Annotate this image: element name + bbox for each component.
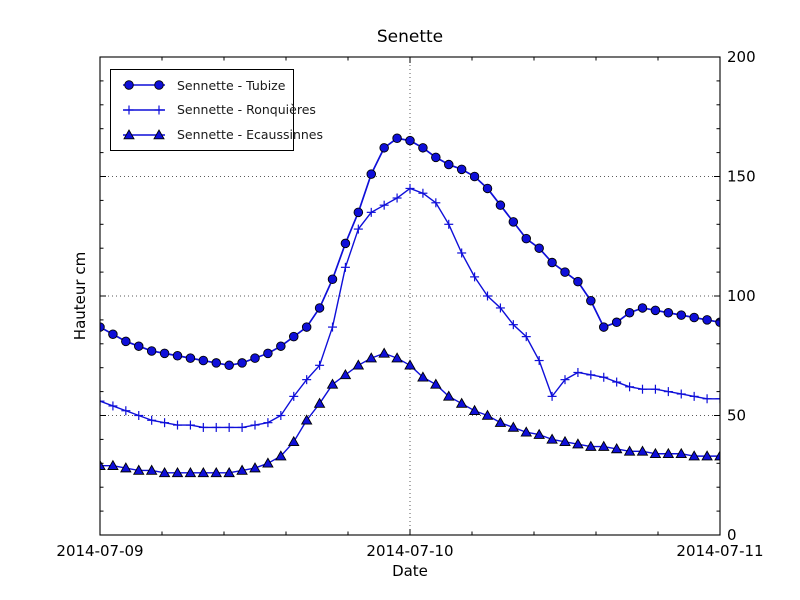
legend: Sennette - Tubize Sennette - Ronquières … — [110, 69, 323, 151]
legend-label-tubize: Sennette - Tubize — [177, 77, 286, 93]
y-tick-label: 200 — [727, 48, 756, 66]
legend-label-ronquieres: Sennette - Ronquières — [177, 102, 316, 118]
plus-marker-icon — [123, 105, 165, 115]
circle-marker-icon — [123, 80, 165, 91]
y-tick-label: 50 — [727, 407, 746, 425]
series-2 — [100, 347, 720, 478]
y-axis-label: Hauteur cm — [71, 251, 89, 341]
chart-title: Senette — [376, 27, 444, 47]
y-tick-label: 0 — [727, 526, 737, 544]
legend-item-ronquieres: Sennette - Ronquières — [120, 98, 316, 122]
y-tick-label: 100 — [727, 287, 756, 305]
tick-labels: 2014-07-09 2014-07-10 2014-07-110 50 100 150 2… — [56, 48, 763, 560]
y-tick-label: 150 — [727, 168, 756, 186]
x-tick-label: 2014-07-11 — [676, 542, 763, 560]
legend-item-ecaussinnes: Sennette - Ecaussinnes — [120, 123, 323, 147]
series-1 — [100, 183, 720, 432]
x-axis-label: Date — [392, 562, 428, 580]
axis-ticks — [99, 56, 721, 536]
grid-lines — [100, 57, 720, 535]
legend-label-ecaussinnes: Sennette - Ecaussinnes — [177, 127, 324, 143]
legend-item-tubize: Sennette - Tubize — [120, 73, 293, 97]
triangle-marker-icon — [123, 128, 165, 139]
x-tick-label: 2014-07-10 — [366, 542, 453, 560]
series-0 — [100, 133, 720, 371]
x-tick-label: 2014-07-09 — [56, 542, 143, 560]
